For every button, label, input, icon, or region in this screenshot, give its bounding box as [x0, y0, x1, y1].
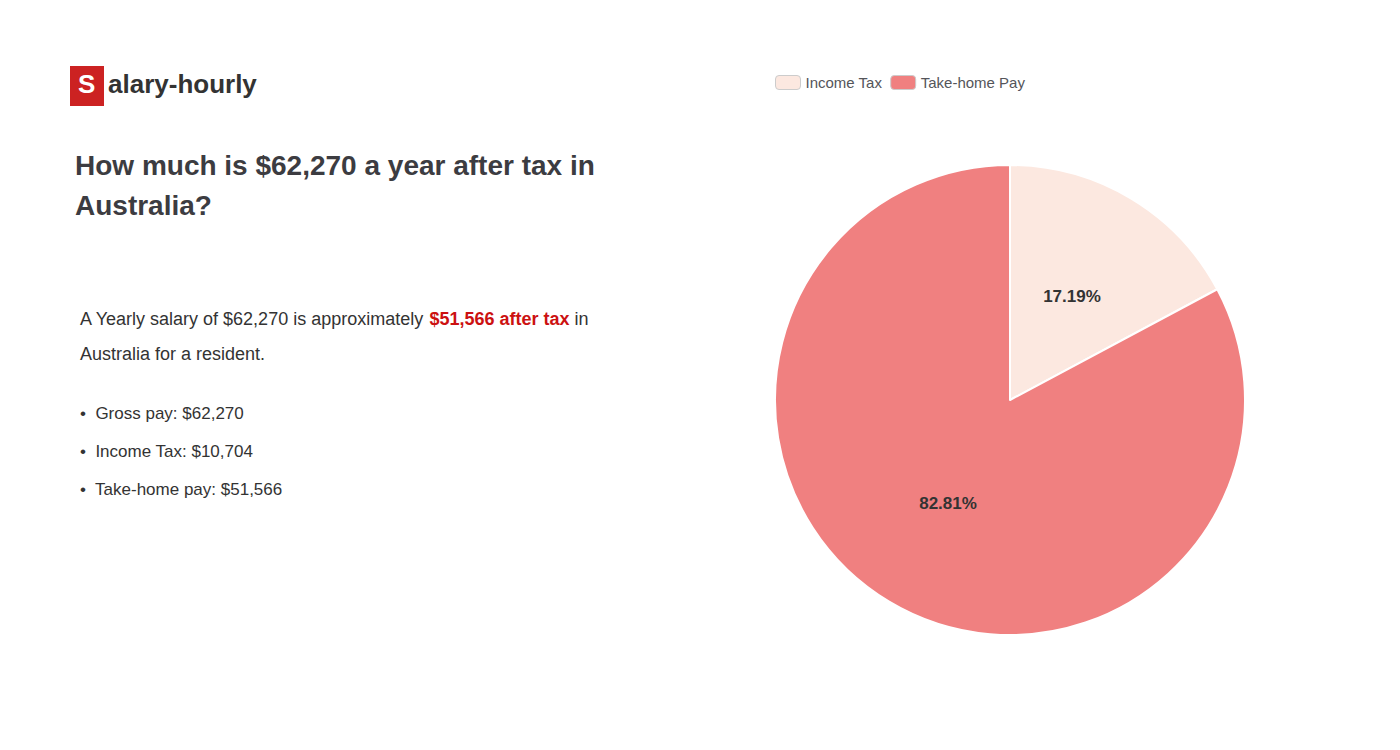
- svg-text:• Gross pay: $62,270: • Gross pay: $62,270: [80, 404, 244, 423]
- svg-text:$51,566 after tax: $51,566 after tax: [430, 309, 570, 329]
- svg-text:S: S: [78, 69, 95, 99]
- svg-text:17.19%: 17.19%: [1043, 287, 1101, 306]
- svg-text:A Yearly salary of $62,270 is: A Yearly salary of $62,270 is approximat…: [80, 309, 428, 329]
- svg-text:82.81%: 82.81%: [919, 494, 977, 513]
- svg-text:• Take-home pay: $51,566: • Take-home pay: $51,566: [80, 480, 282, 499]
- svg-text:How much is $62,270 a year aft: How much is $62,270 a year after tax in: [75, 150, 595, 181]
- svg-text:in: in: [570, 309, 589, 329]
- svg-text:• Income Tax: $10,704: • Income Tax: $10,704: [80, 442, 253, 461]
- svg-text:Australia for a resident.: Australia for a resident.: [80, 344, 265, 364]
- svg-text:Australia?: Australia?: [75, 190, 212, 221]
- svg-text:Take-home Pay: Take-home Pay: [921, 74, 1026, 91]
- svg-text:Income Tax: Income Tax: [806, 74, 883, 91]
- svg-text:alary-hourly: alary-hourly: [108, 69, 257, 99]
